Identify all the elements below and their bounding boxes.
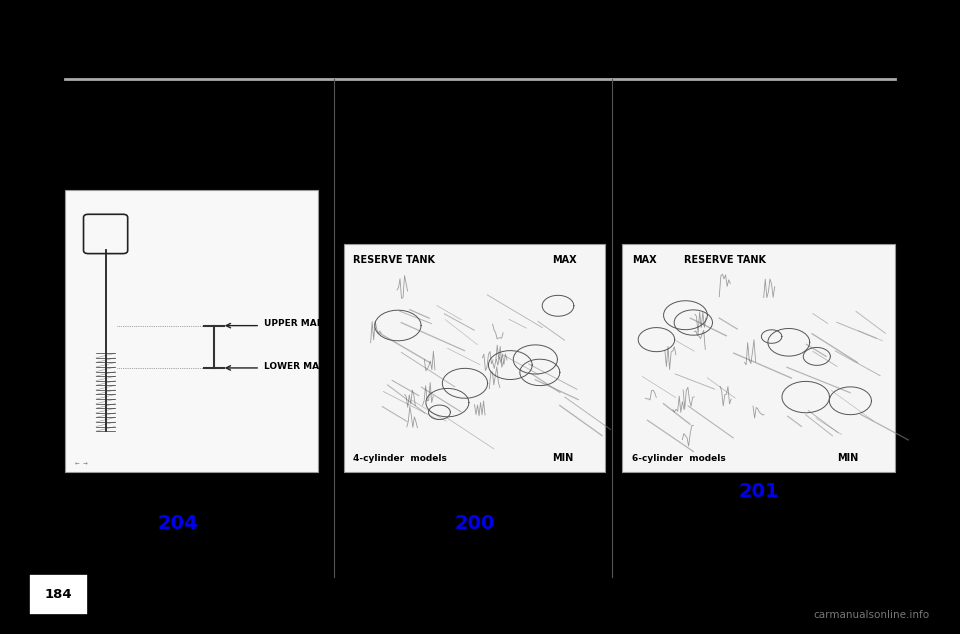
- Text: 201: 201: [738, 482, 779, 501]
- Text: LOWER MARK: LOWER MARK: [264, 361, 333, 370]
- Text: MIN: MIN: [837, 453, 858, 463]
- Text: MAX: MAX: [632, 255, 657, 265]
- Text: RESERVE TANK: RESERVE TANK: [353, 255, 435, 265]
- Bar: [344, 244, 605, 472]
- Text: 204: 204: [157, 514, 198, 533]
- Text: ←  →: ← →: [75, 461, 87, 466]
- Bar: [65, 190, 318, 472]
- Text: carmanualsonline.info: carmanualsonline.info: [813, 610, 929, 620]
- Text: 6-cylinder  models: 6-cylinder models: [632, 454, 726, 463]
- Text: RESERVE TANK: RESERVE TANK: [684, 255, 766, 265]
- Text: 4-cylinder  models: 4-cylinder models: [353, 454, 447, 463]
- Text: MIN: MIN: [552, 453, 573, 463]
- Text: UPPER MARK: UPPER MARK: [264, 320, 330, 328]
- Text: 200: 200: [454, 514, 494, 533]
- Text: MAX: MAX: [552, 255, 577, 265]
- Bar: [29, 574, 88, 615]
- Text: 184: 184: [45, 588, 72, 600]
- Bar: [622, 244, 895, 472]
